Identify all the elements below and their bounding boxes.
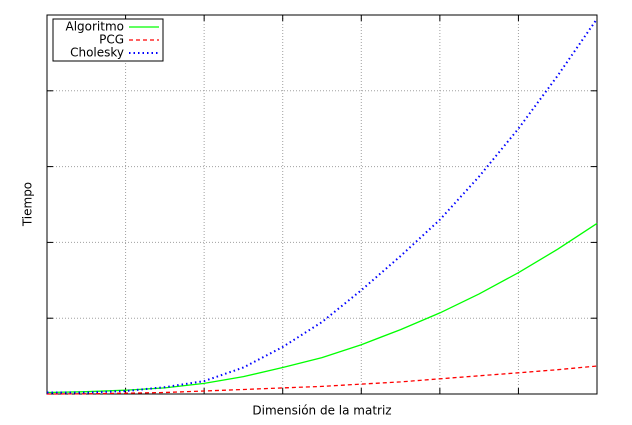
x-axis-label: Dimensión de la matriz [252, 404, 391, 418]
series-line [46, 365, 598, 395]
legend-label: Algoritmo [65, 20, 124, 34]
series-line [46, 222, 598, 394]
legend-label: Cholesky [70, 46, 124, 60]
y-axis-label: Tiempo [21, 182, 35, 227]
legend-label: PCG [99, 33, 124, 47]
plot-frame [46, 14, 598, 395]
series-line [47, 18, 598, 394]
